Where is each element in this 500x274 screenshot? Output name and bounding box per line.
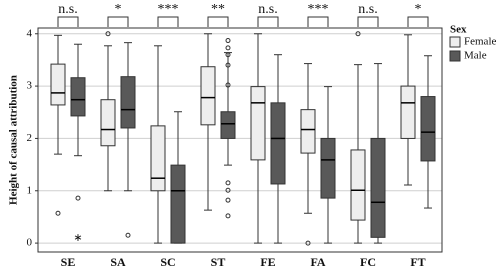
- significance-label: n.s.: [358, 2, 377, 17]
- box: [400, 85, 416, 139]
- outlier: [75, 195, 81, 201]
- outlier: [55, 210, 61, 216]
- box: [50, 63, 66, 106]
- legend-title: Sex: [450, 24, 467, 36]
- legend-swatch: [449, 50, 461, 62]
- box: [120, 76, 136, 129]
- y-tick-label: 3: [27, 80, 33, 92]
- outlier: [225, 62, 231, 68]
- significance-label: n.s.: [258, 2, 277, 17]
- y-tick-label: 1: [27, 184, 33, 196]
- outlier: [225, 197, 231, 203]
- outlier: [305, 240, 311, 246]
- box: [320, 137, 336, 199]
- box: [420, 96, 436, 162]
- significance-bracket: [107, 16, 129, 27]
- outlier: [225, 213, 231, 219]
- outlier: [225, 187, 231, 193]
- x-tick-label: FE: [260, 255, 275, 269]
- box: [170, 164, 186, 244]
- outlier: [225, 52, 231, 58]
- outlier: [225, 38, 231, 44]
- box: [250, 86, 266, 161]
- significance-label: *: [415, 2, 422, 17]
- box: [300, 109, 316, 154]
- significance-bracket: [357, 16, 379, 27]
- box: [200, 66, 216, 126]
- x-tick-label: FT: [410, 255, 425, 269]
- outlier: [225, 45, 231, 51]
- outlier: [105, 31, 111, 37]
- significance-bracket: [157, 16, 179, 27]
- box: [70, 77, 86, 117]
- extreme: ∗: [73, 232, 82, 244]
- significance-label: ***: [308, 2, 329, 17]
- legend-swatch: [449, 36, 461, 48]
- x-tick-label: SE: [61, 255, 76, 269]
- legend-label: Female: [464, 36, 496, 48]
- significance-bracket: [257, 16, 279, 27]
- significance-bracket: [407, 16, 429, 27]
- significance-label: ***: [158, 2, 179, 17]
- y-axis-label: Height of causal attribution: [8, 75, 20, 205]
- significance-label: **: [211, 2, 225, 17]
- box: [220, 111, 236, 139]
- box: [350, 149, 366, 221]
- y-tick-label: 4: [27, 27, 33, 39]
- x-tick-label: SA: [110, 255, 126, 269]
- significance-label: n.s.: [58, 2, 77, 17]
- box: [270, 102, 286, 185]
- significance-bracket: [57, 16, 79, 27]
- outlier: [355, 31, 361, 37]
- plot-frame: [37, 27, 443, 253]
- x-tick-label: SC: [160, 255, 175, 269]
- outlier: [225, 180, 231, 186]
- box: [150, 125, 166, 192]
- y-tick-label: 2: [27, 132, 33, 144]
- box: [100, 99, 116, 147]
- outlier: [225, 82, 231, 88]
- x-tick-label: FC: [360, 255, 376, 269]
- outlier: [125, 232, 131, 238]
- y-tick-label: 0: [27, 237, 33, 249]
- legend-label: Male: [464, 50, 487, 62]
- significance-bracket: [307, 16, 329, 27]
- significance-bracket: [207, 16, 229, 27]
- x-tick-label: ST: [211, 255, 226, 269]
- significance-label: *: [115, 2, 122, 17]
- box: [370, 137, 386, 238]
- x-tick-label: FA: [310, 255, 325, 269]
